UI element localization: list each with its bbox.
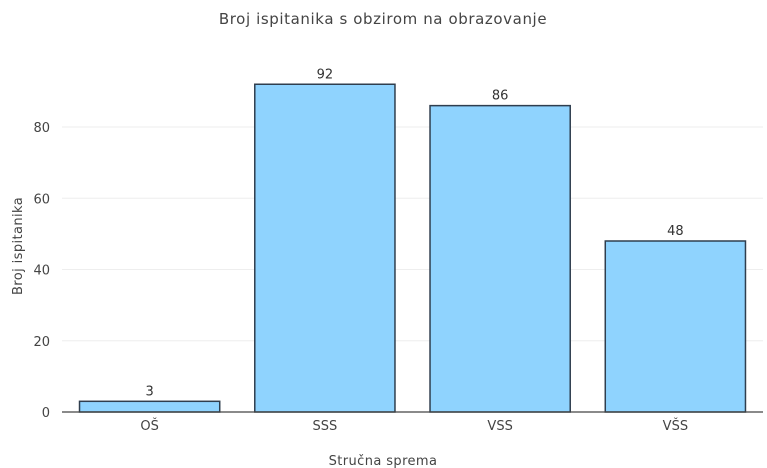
data-label: 3 [145, 384, 153, 399]
y-tick-labels: 0 20 40 60 80 [33, 121, 50, 421]
y-tick-label: 80 [33, 121, 50, 136]
x-tick-labels: OŠ SSS VSS VŠS [140, 418, 688, 434]
y-tick-label: 60 [33, 192, 50, 207]
y-tick-label: 40 [33, 264, 50, 279]
bar-4 [604, 240, 747, 413]
x-tick-label: OŠ [140, 418, 158, 434]
bar-2 [254, 83, 396, 413]
data-label: 92 [317, 67, 334, 82]
y-tick-label: 20 [33, 335, 50, 350]
x-axis-title: Stručna sprema [329, 454, 438, 468]
data-label: 48 [667, 224, 684, 239]
x-tick-label: VSS [487, 419, 512, 434]
bar-1 [78, 400, 221, 413]
bars [78, 83, 747, 413]
x-tick-label: SSS [312, 419, 337, 434]
data-labels: 3 92 86 48 [145, 67, 683, 399]
bar-3 [429, 104, 571, 413]
data-label: 86 [492, 89, 509, 104]
x-tick-label: VŠS [663, 418, 688, 434]
y-tick-label: 0 [42, 406, 50, 421]
y-axis-title: Broj ispitanika [11, 197, 26, 295]
chart-title: Broj ispitanika s obzirom na obrazovanje [219, 10, 547, 28]
